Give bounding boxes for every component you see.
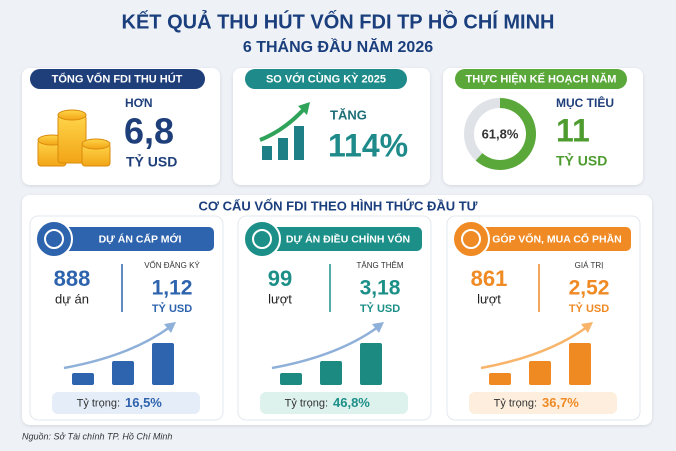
- panel-count: 888: [54, 266, 91, 291]
- panel-label: DỰ ÁN ĐIỀU CHỈNH VỐN: [286, 231, 410, 245]
- decor-bar: [320, 361, 342, 385]
- panel-metric-label: GIÁ TRỊ: [575, 261, 604, 270]
- card-label: SO VỚI CÙNG KỲ 2025: [266, 72, 386, 85]
- panel-metric-label: TĂNG THÊM: [357, 261, 404, 270]
- card-value: 6,8: [124, 111, 174, 152]
- decor-bar: [569, 343, 591, 385]
- decor-bar: [72, 373, 94, 385]
- decor-bar: [489, 373, 511, 385]
- card-unit: TỶ USD: [126, 154, 177, 170]
- panel-metric: 2,52: [569, 277, 610, 300]
- panel-label: DỰ ÁN CẤP MỚI: [99, 232, 182, 245]
- panel-header: [475, 227, 631, 251]
- card-header: [455, 69, 627, 89]
- share-pill: [260, 392, 408, 414]
- panel-count-unit: dự án: [55, 291, 89, 306]
- card-label: THỰC HIỆN KẾ HOẠCH NĂM: [466, 72, 617, 85]
- panel-icon: [452, 220, 490, 258]
- panel-metric: 3,18: [360, 277, 401, 300]
- coins-icon: [37, 109, 111, 167]
- share-label: Tỷ trọng:: [77, 397, 120, 409]
- panel-metric-unit: TỶ USD: [152, 302, 192, 315]
- card-value: 114%: [328, 127, 408, 163]
- card-value: 11: [556, 112, 590, 148]
- share-value: 16,5%: [125, 395, 162, 410]
- subtitle: 6 THÁNG ĐẦU NĂM 2026: [243, 37, 433, 56]
- panel-icon-inner: [461, 229, 481, 249]
- decor-bar: [360, 343, 382, 385]
- decor-arrow: [480, 325, 588, 370]
- share-label: Tỷ trọng:: [494, 397, 537, 409]
- growth-icon: [259, 102, 310, 160]
- panel-metric-unit: TỶ USD: [360, 302, 400, 315]
- card-label: TỔNG VỐN FDI THU HÚT: [52, 71, 183, 85]
- source: Nguồn: Sở Tài chính TP. Hồ Chí Minh: [22, 431, 172, 441]
- panel-count-unit: lượt: [268, 291, 292, 306]
- donut-label: 61,8%: [482, 126, 519, 141]
- panel-icon: [243, 220, 281, 258]
- panel-header: [58, 227, 214, 251]
- share-pill: [469, 392, 617, 414]
- decor-arrow-head: [581, 322, 593, 333]
- panel-metric: 1,12: [152, 277, 193, 300]
- panel-count: 861: [471, 266, 508, 291]
- panel-icon: [35, 220, 73, 258]
- panel-count-unit: lượt: [477, 291, 501, 306]
- share-value: 46,8%: [333, 395, 370, 410]
- panel-card: [237, 215, 432, 421]
- card-header: [30, 69, 205, 89]
- decor-arrow: [271, 325, 379, 370]
- card-prefix: HƠN: [125, 96, 153, 110]
- panel-icon-inner: [252, 229, 272, 249]
- share-value: 36,7%: [542, 395, 579, 410]
- decor-bar: [529, 361, 551, 385]
- card: [443, 68, 643, 185]
- decor-bar: [112, 361, 134, 385]
- decor-arrow-head: [164, 322, 176, 333]
- panel-header: [266, 227, 422, 251]
- title: KẾT QUẢ THU HÚT VỐN FDI TP HỒ CHÍ MINH: [122, 9, 555, 33]
- panel-metric-label: VỐN ĐĂNG KÝ: [144, 260, 200, 270]
- panel-label: GÓP VỐN, MUA CỔ PHẦN: [492, 231, 622, 245]
- share-label: Tỷ trọng:: [285, 397, 328, 409]
- section-title: CƠ CẤU VỐN FDI THEO HÌNH THỨC ĐẦU TƯ: [199, 198, 478, 213]
- decor-arrow-head: [372, 322, 384, 333]
- decor-arrow: [63, 325, 171, 370]
- share-pill: [52, 392, 200, 414]
- decor-bar: [152, 343, 174, 385]
- panel-count: 99: [268, 266, 292, 291]
- card-unit: TỶ USD: [556, 153, 607, 169]
- panel-icon-inner: [44, 229, 64, 249]
- panel-card: [29, 215, 224, 421]
- decor-bar: [280, 373, 302, 385]
- panel-metric-unit: TỶ USD: [569, 302, 609, 315]
- card-prefix: MỤC TIÊU: [556, 95, 614, 110]
- card-prefix: TĂNG: [330, 107, 367, 122]
- card-header: [245, 69, 407, 89]
- donut-arc: [475, 98, 536, 170]
- panel-card: [446, 215, 641, 421]
